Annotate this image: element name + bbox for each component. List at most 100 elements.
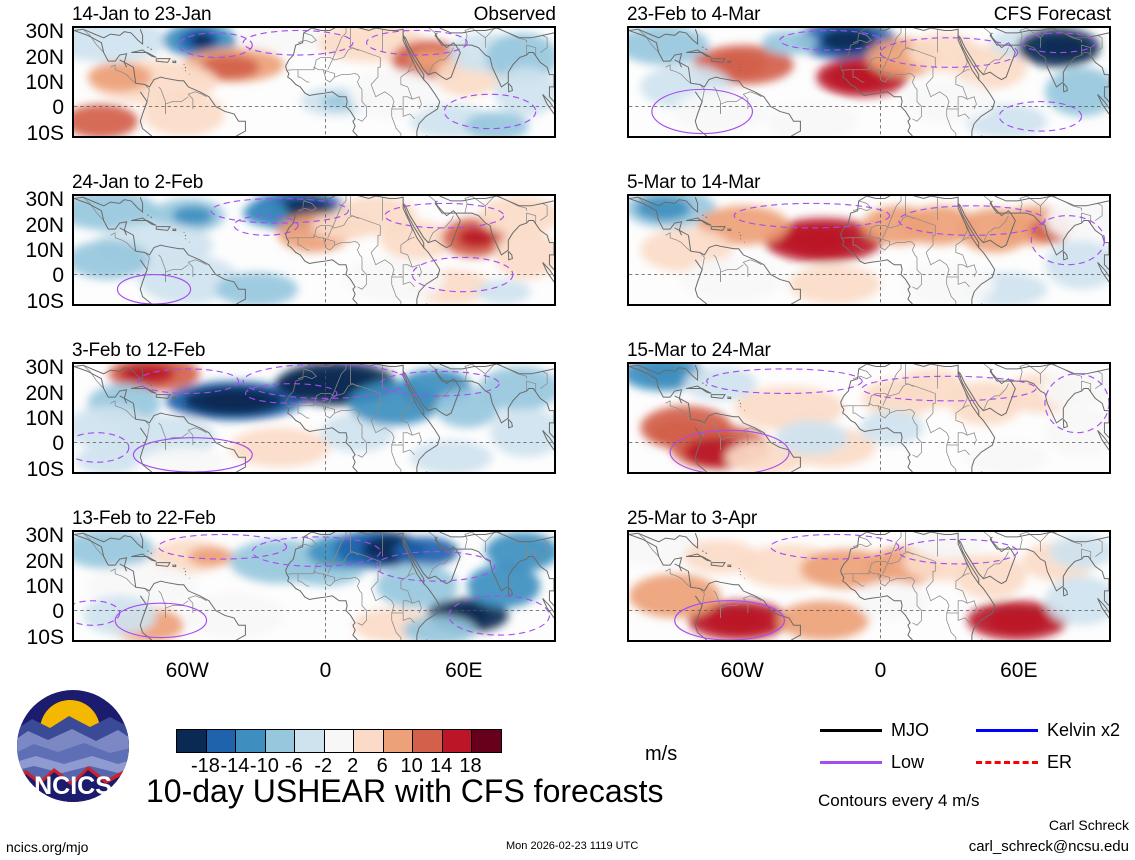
- y-tick-label: 20N: [25, 213, 64, 237]
- x-tick-label: 60E: [445, 659, 483, 682]
- y-tick-label: 10N: [25, 575, 64, 598]
- colorbar-tick-label: 6: [376, 755, 388, 777]
- map-plot-area: [72, 362, 556, 474]
- map-panel-left-1: 14-Jan to 23-Jan Observed: [72, 5, 556, 138]
- map-panel-right-4: 25-Mar to 3-Apr: [627, 509, 1111, 642]
- map-panel-right-3: 15-Mar to 24-Mar: [627, 341, 1111, 474]
- legend-item-kelvin-x2: Kelvin x2: [976, 720, 1120, 739]
- x-tick-label: 60W: [720, 659, 764, 682]
- colorbar-units-label: m/s: [645, 743, 678, 765]
- map-panel-right-1: 23-Feb to 4-Mar CFS Forecast: [627, 5, 1111, 138]
- legend-item-mjo: MJO: [820, 720, 929, 739]
- map-plot-area: [627, 194, 1111, 306]
- y-tick-label: 30N: [25, 356, 64, 380]
- colorbar-tick-label: 2: [347, 755, 359, 777]
- panel-title: 3-Feb to 12-Feb: [72, 340, 206, 361]
- y-tick-label: 10S: [26, 457, 64, 481]
- site-url[interactable]: ncics.org/mjo: [6, 839, 89, 855]
- y-tick-label: 30N: [25, 188, 64, 212]
- y-tick-label: 20N: [25, 45, 64, 69]
- column-label-observed: Observed: [473, 4, 556, 25]
- colorbar-segment-4: [295, 730, 325, 752]
- y-tick-label: 20N: [25, 381, 64, 405]
- y-tick-label: 30N: [25, 20, 64, 44]
- panel-title: 24-Jan to 2-Feb: [72, 172, 204, 193]
- y-tick-label: 10N: [25, 71, 64, 94]
- colorbar: [176, 729, 502, 753]
- colorbar-tick-label: -14: [220, 755, 250, 777]
- ncics-logo: NCICS: [14, 686, 132, 806]
- colorbar-segment-10: [472, 730, 502, 752]
- map-plot-area: [72, 194, 556, 306]
- y-tick-label: 0: [52, 600, 64, 624]
- y-tick-label: 20N: [25, 549, 64, 573]
- panel-title: 23-Feb to 4-Mar: [627, 4, 761, 25]
- legend-label: ER: [1047, 752, 1073, 773]
- colorbar-segment-5: [324, 730, 355, 752]
- map-field: [74, 196, 554, 304]
- y-tick-label: 10N: [25, 239, 64, 262]
- colorbar-segment-9: [442, 730, 473, 752]
- legend-label: Low: [891, 752, 925, 773]
- map-plot-area: [627, 362, 1111, 474]
- y-tick-label: 10S: [26, 121, 64, 145]
- legend-line-swatch: [976, 728, 1038, 732]
- map-field: [629, 364, 1109, 472]
- y-tick-label: 0: [52, 264, 64, 288]
- column-label-forecast: CFS Forecast: [993, 4, 1111, 25]
- x-tick-label: 0: [874, 659, 887, 682]
- colorbar-segment-2: [236, 730, 266, 752]
- panel-title: 25-Mar to 3-Apr: [627, 508, 758, 529]
- generation-timestamp: Mon 2026-02-23 1119 UTC: [506, 840, 639, 852]
- map-panel-right-2: 5-Mar to 14-Mar: [627, 173, 1111, 306]
- map-plot-area: [627, 26, 1111, 138]
- legend-item-er: ER: [976, 752, 1072, 771]
- logo-text: NCICS: [34, 772, 112, 800]
- panel-title: 13-Feb to 22-Feb: [72, 508, 216, 529]
- colorbar-tick-label: 10: [400, 755, 423, 777]
- y-tick-label: 10N: [25, 407, 64, 430]
- x-tick-label: 0: [319, 659, 332, 682]
- colorbar-segment-8: [413, 730, 443, 752]
- map-panel-left-4: 13-Feb to 22-Feb: [72, 509, 556, 642]
- colorbar-segment-0: [177, 730, 207, 752]
- map-panel-left-3: 3-Feb to 12-Feb: [72, 341, 556, 474]
- author-name: Carl Schreck: [1048, 817, 1129, 833]
- map-plot-area: [72, 530, 556, 642]
- x-tick-label: 60W: [165, 659, 209, 682]
- map-plot-area: [72, 26, 556, 138]
- x-tick-label: 60E: [1000, 659, 1038, 682]
- colorbar-segment-7: [383, 730, 414, 752]
- main-title: 10-day USHEAR with CFS forecasts: [146, 773, 664, 809]
- colorbar-tick-label: 18: [459, 755, 482, 777]
- author-email[interactable]: carl_schreck@ncsu.edu: [968, 838, 1129, 855]
- legend-line-swatch: [976, 760, 1038, 764]
- map-field: [74, 364, 554, 472]
- map-field: [74, 532, 554, 640]
- map-field: [629, 532, 1109, 640]
- y-tick-label: 0: [52, 96, 64, 120]
- panel-title: 15-Mar to 24-Mar: [627, 340, 771, 361]
- colorbar-tick-label: -10: [249, 755, 279, 777]
- y-tick-label: 10S: [26, 289, 64, 313]
- legend-line-swatch: [820, 728, 882, 732]
- panel-title: 5-Mar to 14-Mar: [627, 172, 761, 193]
- legend-line-swatch: [820, 760, 882, 764]
- map-plot-area: [627, 530, 1111, 642]
- contour-interval-note: Contours every 4 m/s: [818, 791, 980, 810]
- colorbar-tick-label: 14: [429, 755, 453, 777]
- map-field: [74, 28, 554, 136]
- colorbar-tick-label: -2: [314, 755, 333, 777]
- colorbar-segment-1: [206, 730, 237, 752]
- legend-label: Kelvin x2: [1047, 720, 1121, 741]
- y-tick-label: 10S: [26, 625, 64, 649]
- y-tick-label: 30N: [25, 524, 64, 548]
- y-tick-label: 0: [52, 432, 64, 456]
- map-field: [629, 28, 1109, 136]
- legend-item-low: Low: [820, 752, 924, 771]
- map-panel-left-2: 24-Jan to 2-Feb: [72, 173, 556, 306]
- colorbar-segment-3: [265, 730, 296, 752]
- colorbar-segment-6: [354, 730, 384, 752]
- colorbar-tick-label: -6: [284, 755, 303, 777]
- legend-label: MJO: [891, 720, 929, 741]
